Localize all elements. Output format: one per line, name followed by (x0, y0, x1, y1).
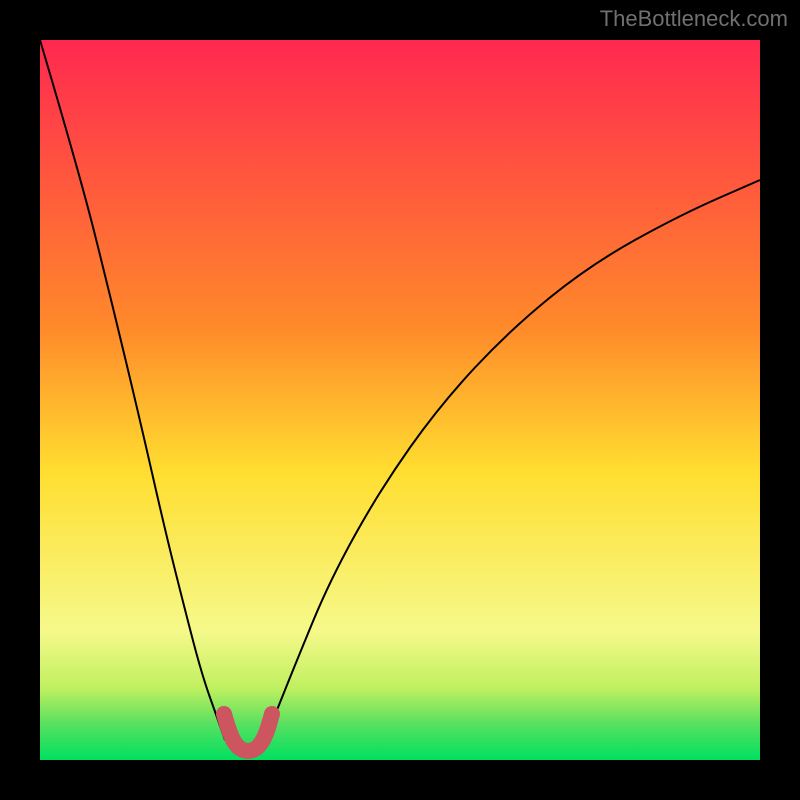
watermark-text: TheBottleneck.com (600, 6, 788, 32)
chart-gradient-bg (40, 40, 760, 760)
